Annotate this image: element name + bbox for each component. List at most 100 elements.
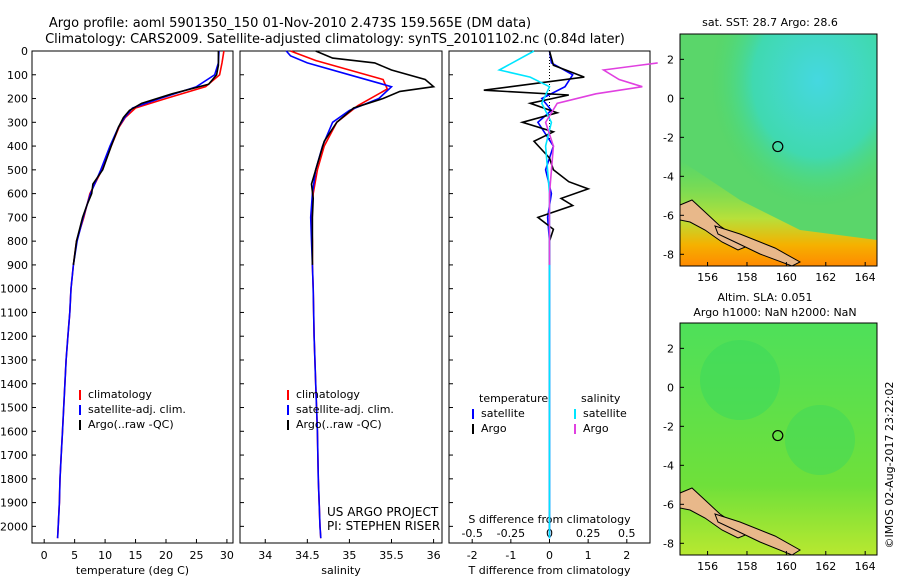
series-line (72, 51, 220, 266)
y-tick-label: 1800 (0, 473, 28, 486)
temperature-plot: 0100200300400500600700800900100011001200… (0, 45, 234, 577)
y-tick-label: 800 (7, 235, 28, 248)
series-line (285, 50, 394, 539)
x-tick-label: 1 (585, 549, 592, 562)
sla-low-patch (785, 405, 855, 475)
plot-frame (239, 50, 443, 544)
series-line (310, 50, 436, 265)
x2-tick-label: -0.25 (497, 527, 525, 540)
x-axis-label: T difference from climatology (468, 564, 631, 577)
sla-map-title: Altim. SLA: 0.051 (717, 291, 812, 304)
series-line (483, 50, 591, 265)
map-y-tick-label: -4 (663, 459, 674, 472)
x-tick-label: 30 (220, 549, 234, 562)
series-line (56, 50, 220, 539)
map-x-tick-label: 164 (855, 560, 876, 573)
sst-map-frame (679, 33, 878, 267)
map-y-tick-label: -2 (663, 420, 674, 433)
y-tick-label: 200 (7, 93, 28, 106)
map-x-tick-label: 158 (736, 271, 757, 284)
legend-label: satellite-adj. clim. (296, 403, 394, 416)
y-tick-label: 500 (7, 164, 28, 177)
map-y-tick-label: -4 (663, 170, 674, 183)
y-tick-label: 1900 (0, 497, 28, 510)
sla-map-frame (679, 322, 878, 556)
legend-group-title: salinity (581, 392, 621, 405)
project-label: US ARGO PROJECT (327, 505, 439, 519)
y-tick-label: 1000 (0, 283, 28, 296)
legend-label: satellite (583, 407, 627, 420)
pi-label: PI: STEPHEN RISER (327, 519, 440, 533)
y-tick-label: 1500 (0, 402, 28, 415)
legend-label: climatology (296, 388, 360, 401)
y-tick-label: 100 (7, 69, 28, 82)
map-y-tick-label: 0 (667, 381, 674, 394)
y-tick-label: 700 (7, 211, 28, 224)
sla-map: Altim. SLA: 0.051 Argo h1000: NaN h2000:… (663, 291, 878, 573)
series-line (536, 50, 574, 539)
x-tick-label: 35.5 (379, 549, 404, 562)
legend-label: Argo(..raw -QC) (296, 418, 382, 431)
x-tick-label: 35 (342, 549, 356, 562)
map-x-tick-label: 162 (815, 560, 836, 573)
y-tick-label: 1700 (0, 449, 28, 462)
x-tick-label: 36 (427, 549, 441, 562)
series-line (497, 50, 553, 539)
map-x-tick-label: 160 (776, 271, 797, 284)
map-x-tick-label: 156 (697, 560, 718, 573)
argo-float-marker (772, 140, 784, 153)
y-tick-label: 400 (7, 140, 28, 153)
map-x-tick-label: 162 (815, 271, 836, 284)
map-x-tick-label: 158 (736, 560, 757, 573)
x-axis-label: temperature (deg C) (76, 564, 189, 577)
y-tick-label: 300 (7, 116, 28, 129)
x-tick-label: -2 (467, 549, 478, 562)
y-tick-label: 1200 (0, 330, 28, 343)
plot-frame (31, 50, 234, 544)
legend-label: Argo(..raw -QC) (88, 418, 174, 431)
map-y-tick-label: -6 (663, 209, 674, 222)
y-tick-label: 1600 (0, 425, 28, 438)
sla-low-patch (700, 340, 780, 420)
x-tick-label: 34.5 (295, 549, 320, 562)
x-tick-label: 34 (258, 549, 272, 562)
map-x-tick-label: 164 (855, 271, 876, 284)
y-tick-label: 1100 (0, 306, 28, 319)
x-tick-label: 15 (129, 549, 143, 562)
x-tick-label: 2 (623, 549, 630, 562)
map-y-tick-label: 0 (667, 92, 674, 105)
y-tick-label: 1300 (0, 354, 28, 367)
x-tick-label: 0 (41, 549, 48, 562)
x-tick-label: -1 (505, 549, 516, 562)
x-tick-label: 20 (159, 549, 173, 562)
y-tick-label: 2000 (0, 520, 28, 533)
sst-map: sat. SST: 28.7 Argo: 28.6 (663, 16, 878, 284)
legend-label: Argo (481, 422, 507, 435)
chart-title: Argo profile: aoml 5901350_150 01-Nov-20… (49, 16, 531, 31)
timestamp-label: ©IMOS 02-Aug-2017 23:22:02 (883, 382, 896, 549)
legend-group-title: temperature (479, 392, 548, 405)
sla-map-subtitle: Argo h1000: NaN h2000: NaN (693, 306, 856, 319)
map-y-tick-label: -2 (663, 131, 674, 144)
map-y-tick-label: -6 (663, 498, 674, 511)
series-line (544, 62, 658, 265)
map-y-tick-label: 2 (667, 53, 674, 66)
x2-tick-label: 0.25 (576, 527, 601, 540)
map-y-tick-label: -8 (663, 248, 674, 261)
x-tick-label: 5 (71, 549, 78, 562)
y-tick-label: 900 (7, 259, 28, 272)
sst-map-title: sat. SST: 28.7 Argo: 28.6 (702, 16, 838, 29)
map-x-tick-label: 156 (697, 271, 718, 284)
x-tick-label: 25 (189, 549, 203, 562)
map-y-tick-label: -8 (663, 537, 674, 550)
legend-label: Argo (583, 422, 609, 435)
chart-subtitle: Climatology: CARS2009. Satellite-adjuste… (45, 32, 625, 47)
x-tick-label: 0 (546, 549, 553, 562)
map-y-tick-label: 2 (667, 342, 674, 355)
y-tick-label: 0 (21, 45, 28, 58)
y-tick-label: 1400 (0, 378, 28, 391)
y-tick-label: 600 (7, 188, 28, 201)
argo-float-marker (772, 429, 784, 442)
x-tick-label: 10 (98, 549, 112, 562)
